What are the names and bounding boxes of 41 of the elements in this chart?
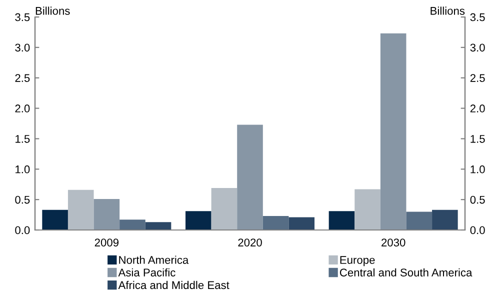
- bar: [94, 198, 120, 230]
- y-tick-label: 2.5: [15, 74, 30, 82]
- y-tick-label: 3.0: [15, 44, 30, 52]
- x-tick-label: 2030: [382, 238, 406, 246]
- y2-tick-label: 1.0: [470, 165, 485, 174]
- y2-tick-label: 2.0: [470, 104, 485, 112]
- legend-label: Africa and Middle East: [118, 280, 230, 290]
- bar: [186, 211, 212, 230]
- y-tick-label: 0.0: [15, 226, 30, 234]
- bar: [432, 210, 458, 230]
- y-axis-title: Billions: [36, 6, 70, 15]
- legend-label: North America: [119, 256, 189, 264]
- y2-axis-title: Billions: [430, 6, 465, 15]
- y2-tick-label: 0.5: [470, 196, 485, 204]
- bar: [406, 212, 432, 230]
- y2-tick-label: 1.5: [470, 135, 485, 143]
- y-tick-label: 1.5: [16, 135, 30, 143]
- y-tick-label: 3.5: [15, 13, 30, 22]
- bar: [354, 189, 380, 230]
- y-tick-label: 1.0: [16, 165, 30, 174]
- bar: [211, 188, 238, 230]
- bar: [328, 211, 355, 230]
- bar: [120, 220, 146, 230]
- bar: [68, 190, 94, 230]
- bar: [42, 210, 68, 230]
- legend-label: Asia Pacific: [118, 268, 176, 276]
- bar: [288, 217, 314, 230]
- y2-tick-label: 3.0: [470, 44, 485, 52]
- bar: [262, 216, 289, 230]
- bar: [237, 124, 263, 230]
- y2-tick-label: 2.5: [470, 74, 485, 82]
- x-tick-label: 2009: [94, 238, 118, 246]
- y-tick-label: 0.5: [15, 196, 30, 204]
- y2-tick-label: 3.5: [470, 13, 485, 22]
- x-tick-label: 2020: [238, 238, 262, 246]
- y2-tick-label: 0.0: [470, 226, 485, 234]
- legend-label: Europe: [340, 256, 375, 266]
- bar: [145, 222, 172, 230]
- legend-label: Central and South America: [340, 268, 472, 276]
- bar: [380, 33, 406, 230]
- y-tick-label: 2.0: [15, 104, 30, 112]
